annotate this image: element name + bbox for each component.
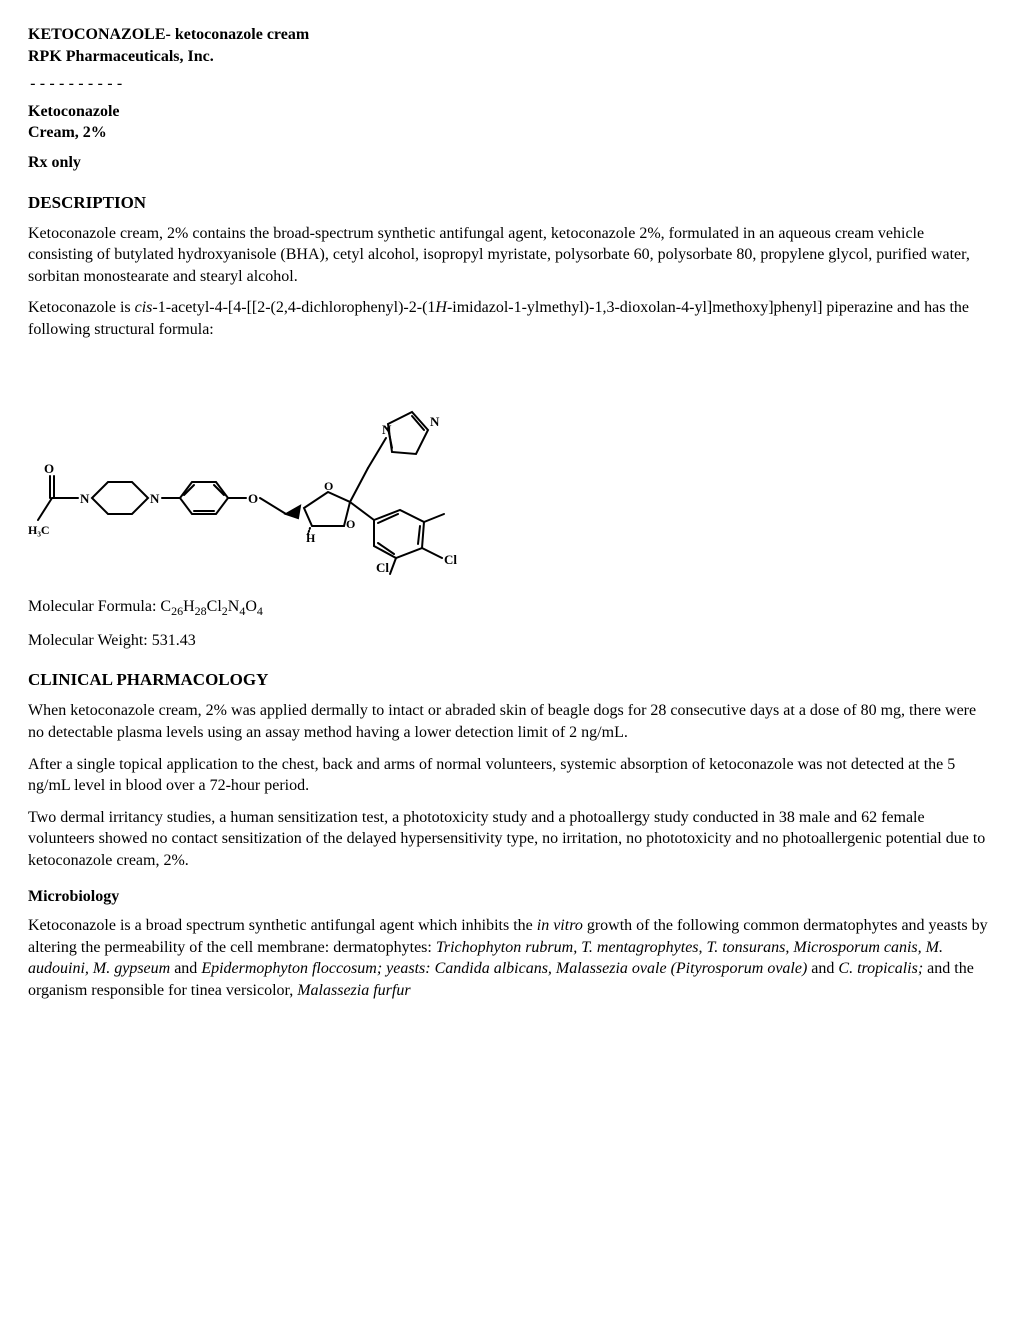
- doc-title-line2: RPK Pharmaceuticals, Inc.: [28, 46, 992, 68]
- microbiology-para: Ketoconazole is a broad spectrum synthet…: [28, 915, 992, 1001]
- clinpharm-para1: When ketoconazole cream, 2% was applied …: [28, 700, 992, 743]
- svg-text:O: O: [44, 461, 54, 476]
- product-name-line2: Cream, 2%: [28, 122, 992, 144]
- molecular-formula: Molecular Formula: C26H28Cl2N4O4: [28, 596, 992, 619]
- svg-text:N: N: [80, 491, 90, 506]
- doc-title-line1: KETOCONAZOLE- ketoconazole cream: [28, 24, 992, 46]
- svg-text:O: O: [324, 479, 333, 493]
- clinpharm-para3: Two dermal irritancy studies, a human se…: [28, 807, 992, 872]
- svg-text:Cl: Cl: [376, 560, 389, 575]
- clinpharm-para2: After a single topical application to th…: [28, 754, 992, 797]
- rx-only: Rx only: [28, 152, 992, 174]
- svg-text:H₃C: H₃C: [28, 523, 50, 537]
- product-name-line1: Ketoconazole: [28, 101, 992, 123]
- svg-text:N: N: [150, 491, 160, 506]
- description-para1: Ketoconazole cream, 2% contains the broa…: [28, 223, 992, 288]
- microbiology-heading: Microbiology: [28, 886, 992, 908]
- svg-text:N: N: [430, 414, 440, 429]
- svg-text:Cl: Cl: [444, 552, 457, 567]
- description-para2: Ketoconazole is cis-1-acetyl-4-[4-[[2-(2…: [28, 297, 992, 340]
- svg-text:O: O: [346, 517, 355, 531]
- molecular-weight: Molecular Weight: 531.43: [28, 630, 992, 652]
- separator-dashes: ----------: [28, 73, 992, 95]
- svg-text:O: O: [248, 491, 258, 506]
- structural-formula-figure: O H₃C N N O O O H: [28, 358, 992, 578]
- description-heading: DESCRIPTION: [28, 192, 992, 215]
- clinical-pharmacology-heading: CLINICAL PHARMACOLOGY: [28, 669, 992, 692]
